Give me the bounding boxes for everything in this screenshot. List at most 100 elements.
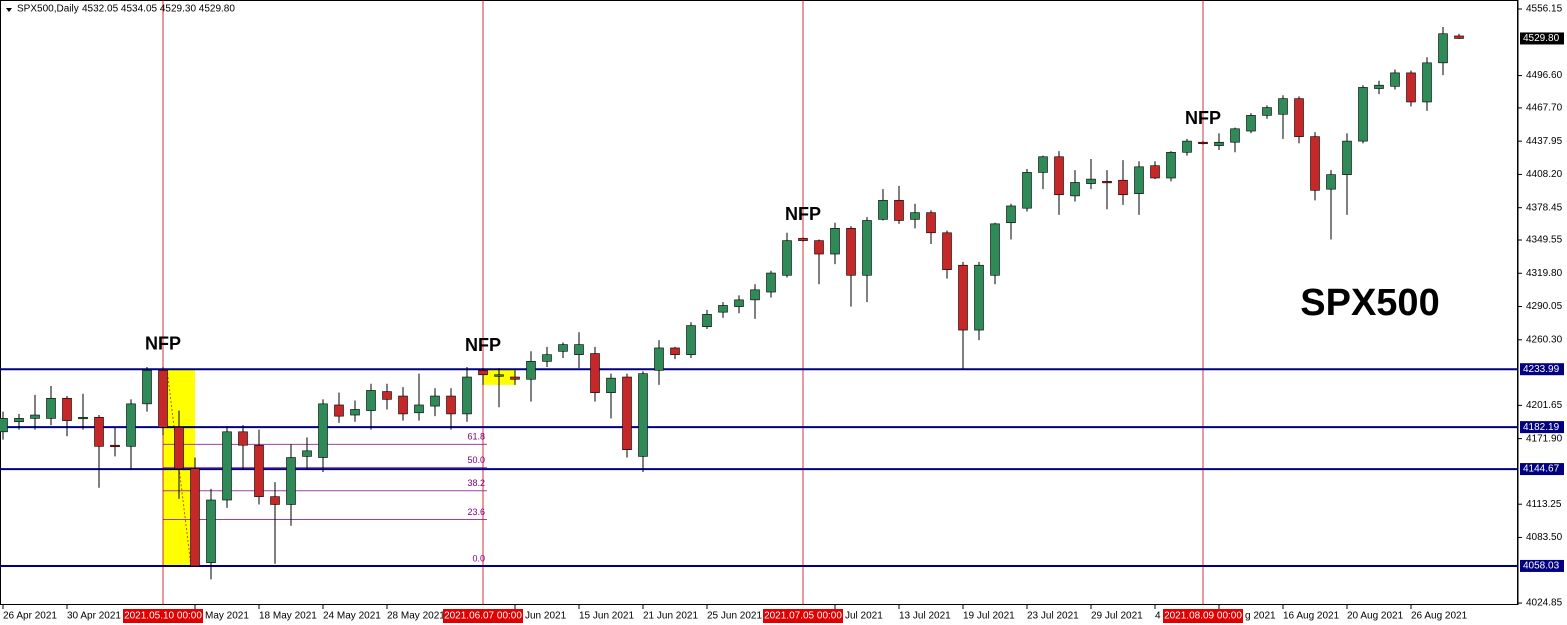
- candle-body: [622, 376, 632, 450]
- x-tick-label: 29 Jul 2021: [1091, 611, 1143, 622]
- x-tick-label: g 2021: [1245, 611, 1276, 622]
- candle-body: [414, 404, 424, 414]
- candle-body: [750, 289, 760, 301]
- candle-body: [1182, 140, 1192, 153]
- candle-body: [1086, 178, 1096, 184]
- x-tick-label: 30 Apr 2021: [67, 611, 121, 622]
- candle-body: [846, 228, 856, 276]
- candle-body: [702, 314, 712, 328]
- candle-body: [30, 414, 40, 419]
- candle-body: [798, 238, 808, 241]
- candle-body: [430, 395, 440, 407]
- candle-body: [46, 397, 56, 419]
- x-tick-label: 2021.05.10 00:00: [124, 611, 202, 622]
- level-label: 4233.99: [1523, 364, 1560, 375]
- event-label: NFP: [1185, 108, 1221, 128]
- x-tick-label: Jun 2021: [525, 611, 567, 622]
- candle-body: [270, 496, 280, 505]
- event-label: NFP: [145, 334, 181, 354]
- candle-body: [158, 370, 168, 428]
- candle-body: [974, 264, 984, 331]
- fib-label: 38.2: [467, 478, 485, 488]
- candle-body: [1422, 62, 1432, 103]
- x-tick-label: 23 Jul 2021: [1027, 611, 1079, 622]
- candle-body: [254, 444, 264, 497]
- symbol-label: SPX500: [1300, 282, 1439, 324]
- x-label-highlight: [443, 609, 523, 623]
- candle-body: [110, 444, 120, 448]
- fib-label: 61.8: [467, 432, 485, 442]
- candle-body: [1134, 166, 1144, 194]
- x-tick-label: 26 Apr 2021: [3, 611, 57, 622]
- y-tick-label: 4083.50: [1526, 532, 1563, 543]
- candle-body: [766, 272, 776, 293]
- candle-body: [1278, 98, 1288, 115]
- x-tick-label: 18 May 2021: [259, 611, 317, 622]
- x-tick-label: 28 May 2021: [387, 611, 445, 622]
- candle-body: [1246, 115, 1256, 132]
- candle-body: [1454, 35, 1464, 39]
- candle-body: [462, 376, 472, 415]
- candle-body: [830, 228, 840, 255]
- candle-body: [574, 344, 584, 355]
- candle-body: [910, 212, 920, 220]
- candle-body: [782, 240, 792, 276]
- y-tick-label: 4408.20: [1526, 169, 1563, 180]
- x-label-highlight: [763, 609, 843, 623]
- candle-body: [862, 220, 872, 276]
- x-tick-label: 26 Aug 2021: [1411, 611, 1468, 622]
- candle-body: [942, 232, 952, 270]
- candle-body: [1374, 84, 1384, 89]
- candle-body: [1358, 87, 1368, 142]
- candle-body: [1022, 172, 1032, 209]
- candle-body: [1310, 136, 1320, 191]
- y-tick-label: 4556.15: [1526, 4, 1563, 15]
- x-tick-label: 25 Jun 2021: [707, 611, 762, 622]
- candle-body: [1070, 182, 1080, 197]
- candle-body: [1054, 156, 1064, 196]
- candle-body: [126, 403, 136, 447]
- candle-body: [654, 347, 664, 371]
- fib-label: 50.0: [467, 455, 485, 465]
- candle-body: [174, 427, 184, 470]
- candle-body: [1102, 181, 1112, 184]
- candle-body: [1006, 205, 1016, 224]
- x-label-highlight: [1163, 609, 1243, 623]
- y-tick-label: 4467.70: [1526, 103, 1563, 114]
- candle-body: [1342, 140, 1352, 175]
- x-tick-label: 21 Jun 2021: [643, 611, 698, 622]
- candle-body: [926, 212, 936, 234]
- candle-body: [1294, 98, 1304, 137]
- candle-body: [446, 395, 456, 415]
- candle-body: [1326, 174, 1336, 190]
- candle-body: [302, 450, 312, 457]
- y-tick-label: 4349.55: [1526, 235, 1563, 246]
- x-tick-label: 20 Aug 2021: [1347, 611, 1404, 622]
- x-tick-label: 4: [1155, 611, 1161, 622]
- candle-body: [1214, 141, 1224, 146]
- candle-body: [334, 404, 344, 417]
- candle-body: [318, 403, 328, 458]
- candle-body: [14, 418, 24, 423]
- y-tick-label: 4201.65: [1526, 400, 1563, 411]
- candle-body: [718, 305, 728, 313]
- candle-body: [286, 457, 296, 505]
- candle-body: [590, 353, 600, 393]
- menu-arrow: [6, 8, 12, 12]
- candle-body: [686, 325, 696, 355]
- candle-body: [478, 370, 488, 376]
- candle-body: [238, 431, 248, 446]
- candle-body: [990, 223, 1000, 276]
- candle-body: [1198, 141, 1208, 145]
- y-tick-label: 4496.60: [1526, 70, 1563, 81]
- x-tick-label: May 2021: [205, 611, 249, 622]
- event-label: NFP: [465, 335, 501, 355]
- candle-body: [558, 344, 568, 352]
- x-tick-label: Jul 2021: [845, 611, 883, 622]
- candle-body: [734, 299, 744, 307]
- x-tick-label: 24 May 2021: [323, 611, 381, 622]
- candle-body: [1406, 72, 1416, 103]
- x-label-highlight: [123, 609, 203, 623]
